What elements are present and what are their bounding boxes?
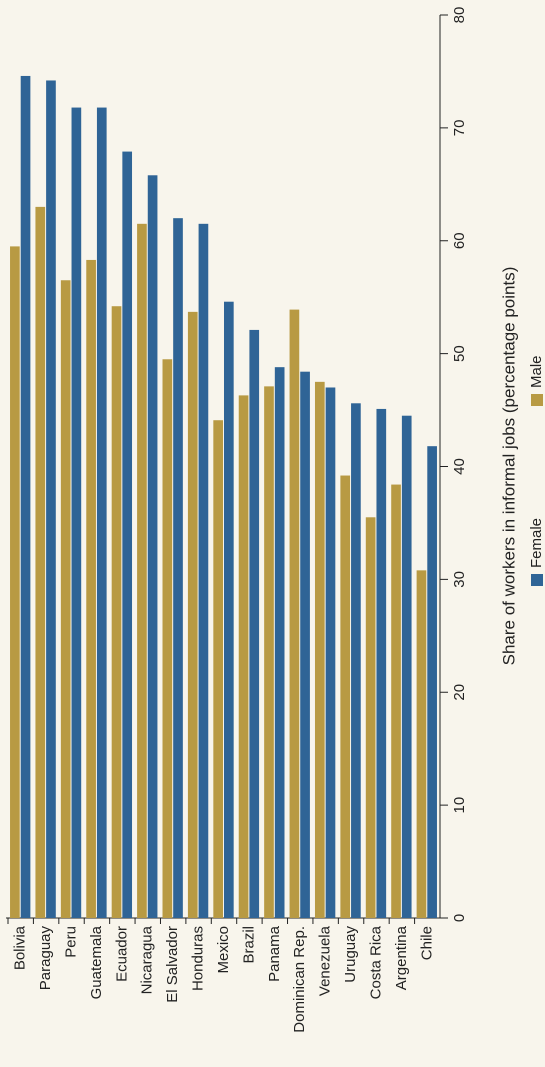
bar [264,386,274,918]
bar [46,80,56,918]
bar [224,301,234,918]
legend-swatch [531,574,543,586]
x-tick-label: Argentina [393,925,410,990]
axis-title: Share of workers in informal jobs (perce… [499,267,518,666]
bar [289,309,300,918]
bar [35,206,46,918]
y-tick-label: 70 [451,120,468,137]
x-tick-label: Guatemala [88,925,105,999]
bar [340,475,351,918]
bar [238,395,249,918]
x-tick-label: Peru [62,926,79,958]
y-tick-label: 30 [451,571,468,588]
y-tick-label: 80 [451,7,468,24]
bar [300,371,310,918]
x-tick-label: Honduras [190,926,207,991]
bar [162,359,173,918]
legend-label: Female [528,518,545,568]
bar [376,408,387,918]
y-tick-label: 0 [451,914,468,922]
bar [173,218,183,919]
bar [60,280,71,919]
bar [351,403,361,918]
bar [10,246,20,919]
x-tick-label: Paraguay [37,926,54,991]
x-tick-label: Brazil [240,926,257,964]
y-tick-label: 60 [451,232,468,249]
bar [147,175,158,919]
bar [96,107,107,919]
bar [137,223,147,919]
y-tick-label: 10 [451,797,468,814]
bar [416,570,427,918]
bar [401,415,412,918]
bar [71,107,82,919]
bar [187,311,198,919]
bar [213,420,223,918]
y-tick-label: 20 [451,684,468,701]
x-tick-label: Mexico [215,926,232,974]
bar [391,484,401,918]
x-tick-label: Uruguay [342,926,359,983]
x-tick-label: Bolivia [12,925,29,970]
bar [249,329,260,918]
x-tick-label: El Salvador [164,926,181,1003]
bar [86,259,96,919]
x-tick-label: Chile [418,926,435,960]
bar [325,387,336,918]
y-tick-label: 50 [451,345,468,362]
x-tick-label: Ecuador [113,926,130,982]
bar [365,517,376,918]
y-tick-label: 40 [451,458,468,475]
legend-swatch [531,394,543,406]
bar [20,75,31,918]
bar [274,367,285,918]
bar [314,381,325,918]
x-tick-label: Dominican Rep. [291,926,308,1033]
bar [198,223,209,919]
bar [122,151,133,919]
x-tick-label: Costa Rica [367,925,384,999]
legend-label: Male [528,355,545,388]
x-tick-label: Panama [266,925,283,982]
x-tick-label: Nicaragua [139,925,156,994]
bar [427,446,437,918]
x-tick-label: Venezuela [317,925,334,996]
bar [111,306,122,918]
